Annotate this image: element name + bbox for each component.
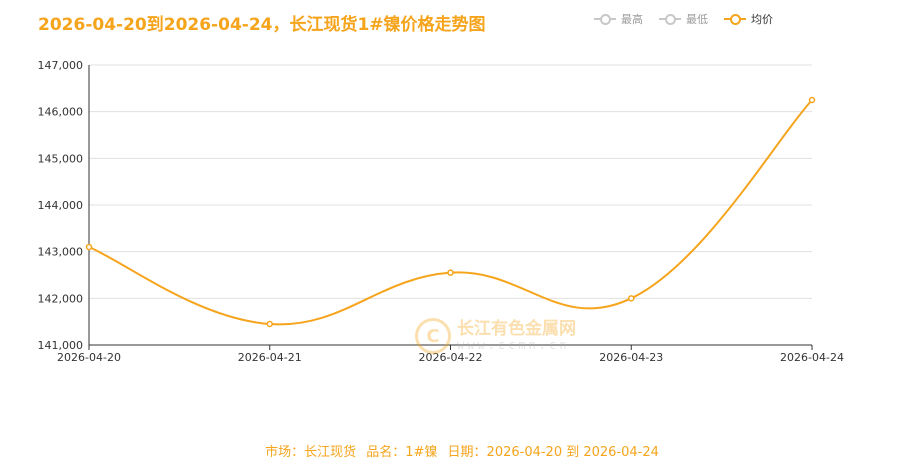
- legend-item-high[interactable]: 最高: [594, 11, 643, 27]
- y-tick-label: 146,000: [38, 106, 84, 119]
- data-point: [628, 295, 635, 302]
- series-line-average: [88, 99, 813, 326]
- chart-title: 2026-04-20到2026-04-24，长江现货1#镍价格走势图: [38, 15, 486, 35]
- footer-market: 市场：长江现货: [265, 445, 357, 460]
- legend-line-icon: [659, 13, 681, 25]
- data-point: [447, 269, 454, 276]
- x-tick-label: 2026-04-23: [599, 351, 663, 364]
- legend-line-icon: [594, 13, 616, 25]
- footer-product: 品名：1#镍: [366, 445, 438, 460]
- y-tick-label: 147,000: [38, 59, 84, 72]
- y-tick-label: 144,000: [38, 199, 84, 212]
- y-tick-label: 142,000: [38, 292, 84, 305]
- legend-label: 均价: [751, 13, 773, 26]
- data-point: [266, 320, 273, 328]
- watermark: C 长江有色金属网 www.ccmn.cn: [415, 318, 576, 354]
- legend-line-icon: [724, 13, 746, 25]
- y-tick-label: 141,000: [38, 339, 84, 352]
- ccmn-logo-icon: C: [415, 318, 451, 354]
- x-tick-label: 2026-04-21: [238, 351, 302, 364]
- chart-legend: 最高 最低 均价: [594, 11, 773, 27]
- legend-item-low[interactable]: 最低: [659, 11, 708, 27]
- watermark-url: www.ccmn.cn: [457, 337, 570, 352]
- y-tick-label: 143,000: [38, 246, 84, 259]
- chart-footer: 市场：长江现货 品名：1#镍 日期：2026-04-20 到 2026-04-2…: [0, 441, 924, 460]
- legend-item-average[interactable]: 均价: [724, 11, 773, 27]
- legend-label: 最低: [686, 13, 708, 26]
- legend-label: 最高: [621, 13, 643, 26]
- watermark-text: 长江有色金属网: [457, 318, 576, 339]
- data-point: [808, 96, 816, 104]
- data-point: [85, 243, 93, 251]
- x-tick-label: 2026-04-22: [419, 351, 483, 364]
- y-tick-label: 145,000: [38, 152, 84, 165]
- footer-date: 日期：2026-04-20 到 2026-04-24: [447, 445, 659, 460]
- x-tick-label: 2026-04-24: [780, 351, 844, 364]
- x-tick-label: 2026-04-20: [57, 351, 121, 364]
